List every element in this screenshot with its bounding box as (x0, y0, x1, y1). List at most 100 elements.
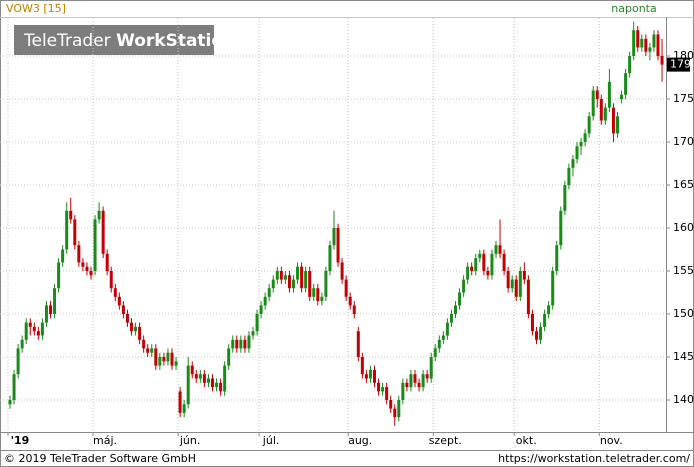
candle-body (154, 348, 158, 366)
candle-body (563, 185, 567, 211)
candle-body (482, 253, 486, 272)
candle-body (441, 335, 445, 340)
candle-body (194, 374, 198, 379)
y-tick-label: 145 (673, 350, 694, 363)
candle-body (243, 339, 247, 349)
candle-body (449, 314, 453, 323)
candle-body (526, 279, 530, 315)
candle-body (259, 305, 263, 315)
candle-body (44, 305, 48, 323)
source-url: https://workstation.teletrader.com/ (498, 452, 690, 465)
symbol: VOW3 [15] (6, 2, 66, 15)
candle-body (219, 382, 223, 392)
y-tick-label: 140 (673, 393, 694, 406)
candle-body (174, 361, 178, 366)
candle-body (97, 210, 101, 220)
candle-body (599, 99, 603, 121)
candle-body (644, 38, 648, 52)
x-tick-label: júl. (262, 434, 280, 447)
last-price-box (667, 57, 690, 72)
last-price-label: 179 (670, 58, 691, 71)
candle-body (502, 253, 506, 272)
candle-body (142, 339, 146, 349)
candle-body (296, 266, 300, 280)
watermark: TeleTrader WorkStation (23, 31, 235, 51)
candle-body (377, 382, 381, 392)
candle-body (567, 167, 571, 186)
candle-body (231, 339, 235, 349)
candle-body (24, 322, 28, 340)
candle-body (292, 279, 295, 289)
candle-body (182, 404, 186, 413)
candle-body (648, 47, 652, 52)
candle-body (215, 382, 219, 388)
candle-body (324, 271, 328, 297)
candle-body (385, 387, 389, 401)
candle-body (514, 279, 518, 297)
candle-body (401, 382, 405, 401)
candle-body (247, 335, 251, 349)
candle-body (583, 133, 587, 143)
candle-body (607, 81, 611, 108)
candle-body (162, 357, 166, 362)
candle-body (267, 288, 271, 297)
candle-body (462, 279, 466, 293)
candle-body (300, 266, 304, 289)
watermark-product: WorkStation (116, 31, 235, 51)
candle-body (8, 400, 12, 405)
candle-body (178, 391, 182, 413)
candle-body (61, 249, 65, 263)
candle-body (571, 159, 575, 168)
candle-body (158, 357, 162, 366)
candle-body (535, 331, 538, 340)
candle-body (616, 116, 619, 134)
candle-body (211, 378, 214, 388)
candle-body (393, 408, 397, 418)
candle-body (518, 271, 522, 297)
candle-body (312, 288, 316, 297)
candle-body (458, 292, 462, 306)
candle-body (454, 305, 457, 315)
y-tick-label: 170 (673, 135, 694, 148)
candle-body (620, 94, 624, 100)
candle-body (494, 245, 498, 254)
candle-body (352, 305, 356, 315)
candle-body (652, 34, 656, 48)
candle-body (101, 210, 105, 254)
candle-body (190, 365, 194, 375)
candle-body (409, 374, 413, 388)
candle-body (340, 262, 344, 280)
candle-body (283, 275, 287, 280)
candle-body (506, 271, 510, 289)
candle-body (632, 30, 636, 57)
candle-body (206, 378, 210, 383)
candle-body (559, 210, 563, 246)
copyright: © 2019 TeleTrader Software GmbH (4, 452, 196, 465)
candle-body (235, 339, 239, 349)
candle-body (166, 352, 170, 362)
candle-body (603, 107, 607, 121)
x-tick-label: aug. (348, 434, 372, 447)
candle-body (304, 271, 308, 289)
candle-body (186, 365, 190, 405)
candle-body (474, 258, 478, 272)
candle-body (624, 73, 628, 95)
candle-body (81, 262, 85, 267)
candle-body (575, 146, 579, 160)
candle-body (429, 357, 433, 379)
candle-body (130, 322, 133, 332)
candle-body (360, 357, 364, 375)
watermark-box (14, 25, 214, 55)
candle-body (113, 288, 117, 297)
candle-body (77, 245, 81, 263)
candle-body (547, 305, 551, 315)
candle-body (555, 245, 559, 272)
candle-body (134, 326, 138, 332)
candle-body (437, 339, 441, 349)
candle-body (69, 210, 73, 220)
candle-body (73, 219, 77, 246)
candle-body (336, 228, 340, 263)
candle-body (611, 107, 615, 134)
candle-body (239, 339, 243, 349)
